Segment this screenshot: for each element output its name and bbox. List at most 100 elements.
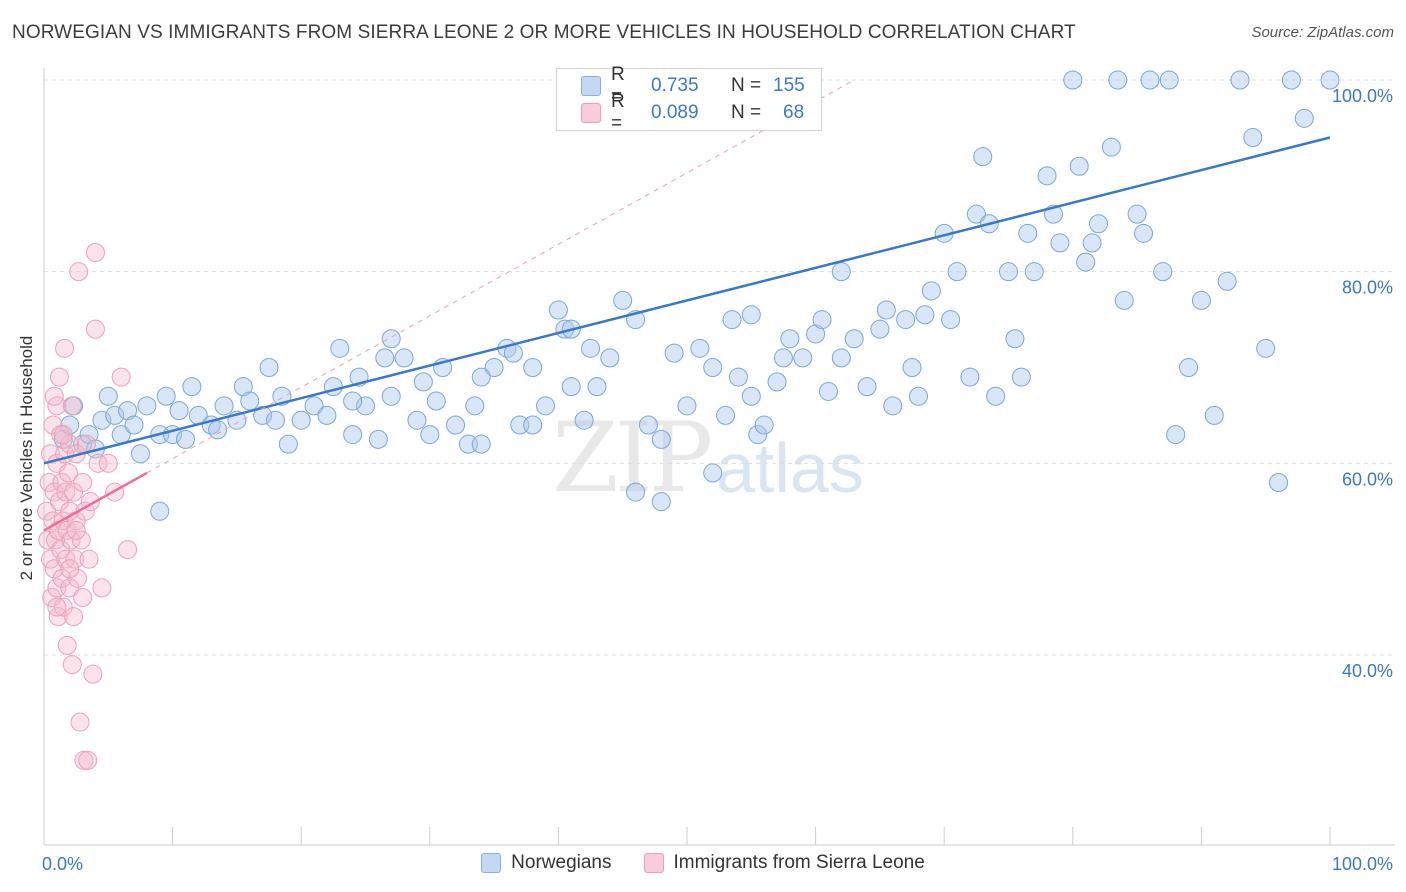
norwegian-point xyxy=(999,262,1018,282)
norwegian-point xyxy=(1076,252,1096,272)
legend-swatch-pink xyxy=(643,853,664,873)
sierra-leone-point xyxy=(61,530,81,550)
norwegian-point xyxy=(960,367,980,387)
norwegian-point xyxy=(690,338,710,358)
norwegian-point xyxy=(883,396,903,416)
sierra-leone-point xyxy=(64,607,84,627)
sierra-leone-point xyxy=(49,367,69,387)
sierra-leone-point xyxy=(37,501,57,521)
norwegian-point xyxy=(1140,70,1160,90)
legend-label-norwegians: Norwegians xyxy=(511,852,612,873)
sierra-leone-point xyxy=(43,415,63,435)
norwegian-point xyxy=(1069,156,1089,176)
norwegian-point xyxy=(876,300,896,320)
norwegian-point xyxy=(233,377,253,397)
norwegian-point xyxy=(1024,262,1044,282)
norwegian-point xyxy=(748,425,768,445)
legend-r-value: 0.735 xyxy=(651,75,699,96)
norwegian-point xyxy=(896,310,916,330)
norwegian-point xyxy=(208,420,228,440)
norwegian-point xyxy=(150,501,170,521)
norwegian-trendline xyxy=(43,136,1331,465)
sierra-leone-point xyxy=(65,549,85,569)
norwegian-point xyxy=(638,415,658,435)
norwegian-point xyxy=(1217,271,1237,291)
legend-n-key: N = xyxy=(731,102,762,123)
norwegian-point xyxy=(902,358,922,377)
norwegian-point xyxy=(548,300,568,320)
norwegian-point xyxy=(986,386,1006,406)
sierra-leone-point xyxy=(53,597,73,617)
norwegian-point xyxy=(156,386,176,406)
norwegian-point xyxy=(465,396,485,416)
norwegian-point xyxy=(375,348,395,368)
sierra-leone-point xyxy=(47,597,67,617)
norwegian-point xyxy=(741,386,761,406)
norwegian-point xyxy=(523,415,543,435)
legend-swatch-blue xyxy=(481,853,502,873)
norwegian-point xyxy=(214,396,234,416)
legend-r-key: R = xyxy=(611,91,625,134)
sierra-leone-point xyxy=(44,386,64,406)
norwegian-point xyxy=(1101,137,1121,157)
norwegian-point xyxy=(105,405,125,425)
sierra-leone-point xyxy=(71,530,91,550)
sierra-leone-point xyxy=(73,588,93,607)
norwegian-point xyxy=(278,434,298,454)
y-axis-title: 2 or more Vehicles in Household xyxy=(17,335,36,581)
norwegian-point xyxy=(716,405,736,425)
norwegian-point xyxy=(426,391,446,411)
norwegian-point xyxy=(793,348,813,368)
norwegian-point xyxy=(651,492,671,512)
norwegian-point xyxy=(613,290,633,310)
norwegian-point xyxy=(1204,405,1224,425)
y-tick-label: 60.0% xyxy=(1342,469,1393,489)
watermark-atlas: atlas xyxy=(716,429,864,507)
norwegian-point xyxy=(1166,425,1186,445)
norwegian-point xyxy=(394,348,414,368)
sierra-leone-point xyxy=(70,712,90,732)
norwegian-point xyxy=(844,329,864,349)
sierra-leone-point xyxy=(118,540,138,560)
norwegian-point xyxy=(259,358,279,377)
sierra-leone-point xyxy=(62,396,82,416)
norwegian-point xyxy=(137,396,157,416)
legend-swatch-blue xyxy=(581,76,601,96)
norwegian-point xyxy=(581,338,601,358)
norwegian-point xyxy=(420,425,440,445)
norwegian-point xyxy=(1153,262,1173,282)
norwegian-point xyxy=(1159,70,1179,90)
norwegian-point xyxy=(1269,473,1289,492)
sierra-leone-point xyxy=(57,635,77,655)
norwegian-point xyxy=(1108,70,1128,90)
sierra-leone-point xyxy=(92,578,112,598)
norwegian-point xyxy=(1082,233,1102,253)
legend-item-sierra-leone[interactable]: Immigrants from Sierra Leone xyxy=(643,852,925,874)
norwegian-point xyxy=(780,329,800,349)
norwegian-point xyxy=(1005,329,1025,349)
norwegian-point xyxy=(182,377,202,397)
legend-swatch-pink xyxy=(581,103,601,123)
norwegian-point xyxy=(381,386,401,406)
norwegian-point xyxy=(806,324,826,344)
norwegian-point xyxy=(124,415,144,435)
norwegian-point xyxy=(317,405,337,425)
y-tick-label: 80.0% xyxy=(1342,278,1393,298)
bottom-legend: Norwegians Immigrants from Sierra Leone xyxy=(0,852,1406,874)
norwegian-point xyxy=(754,415,774,435)
norwegian-point xyxy=(1256,338,1276,358)
sierra-leone-point xyxy=(111,367,131,387)
norwegian-point xyxy=(1037,166,1057,186)
norwegian-point xyxy=(767,372,787,392)
norwegian-point xyxy=(98,386,118,406)
norwegian-point xyxy=(1011,367,1031,387)
norwegian-point xyxy=(947,262,967,282)
norwegian-point xyxy=(253,405,273,425)
norwegian-point xyxy=(343,425,363,445)
norwegian-point xyxy=(626,482,646,502)
legend-item-norwegians[interactable]: Norwegians xyxy=(481,852,612,874)
norwegian-point xyxy=(175,429,195,449)
norwegian-point xyxy=(169,401,189,421)
norwegian-point xyxy=(818,381,838,401)
